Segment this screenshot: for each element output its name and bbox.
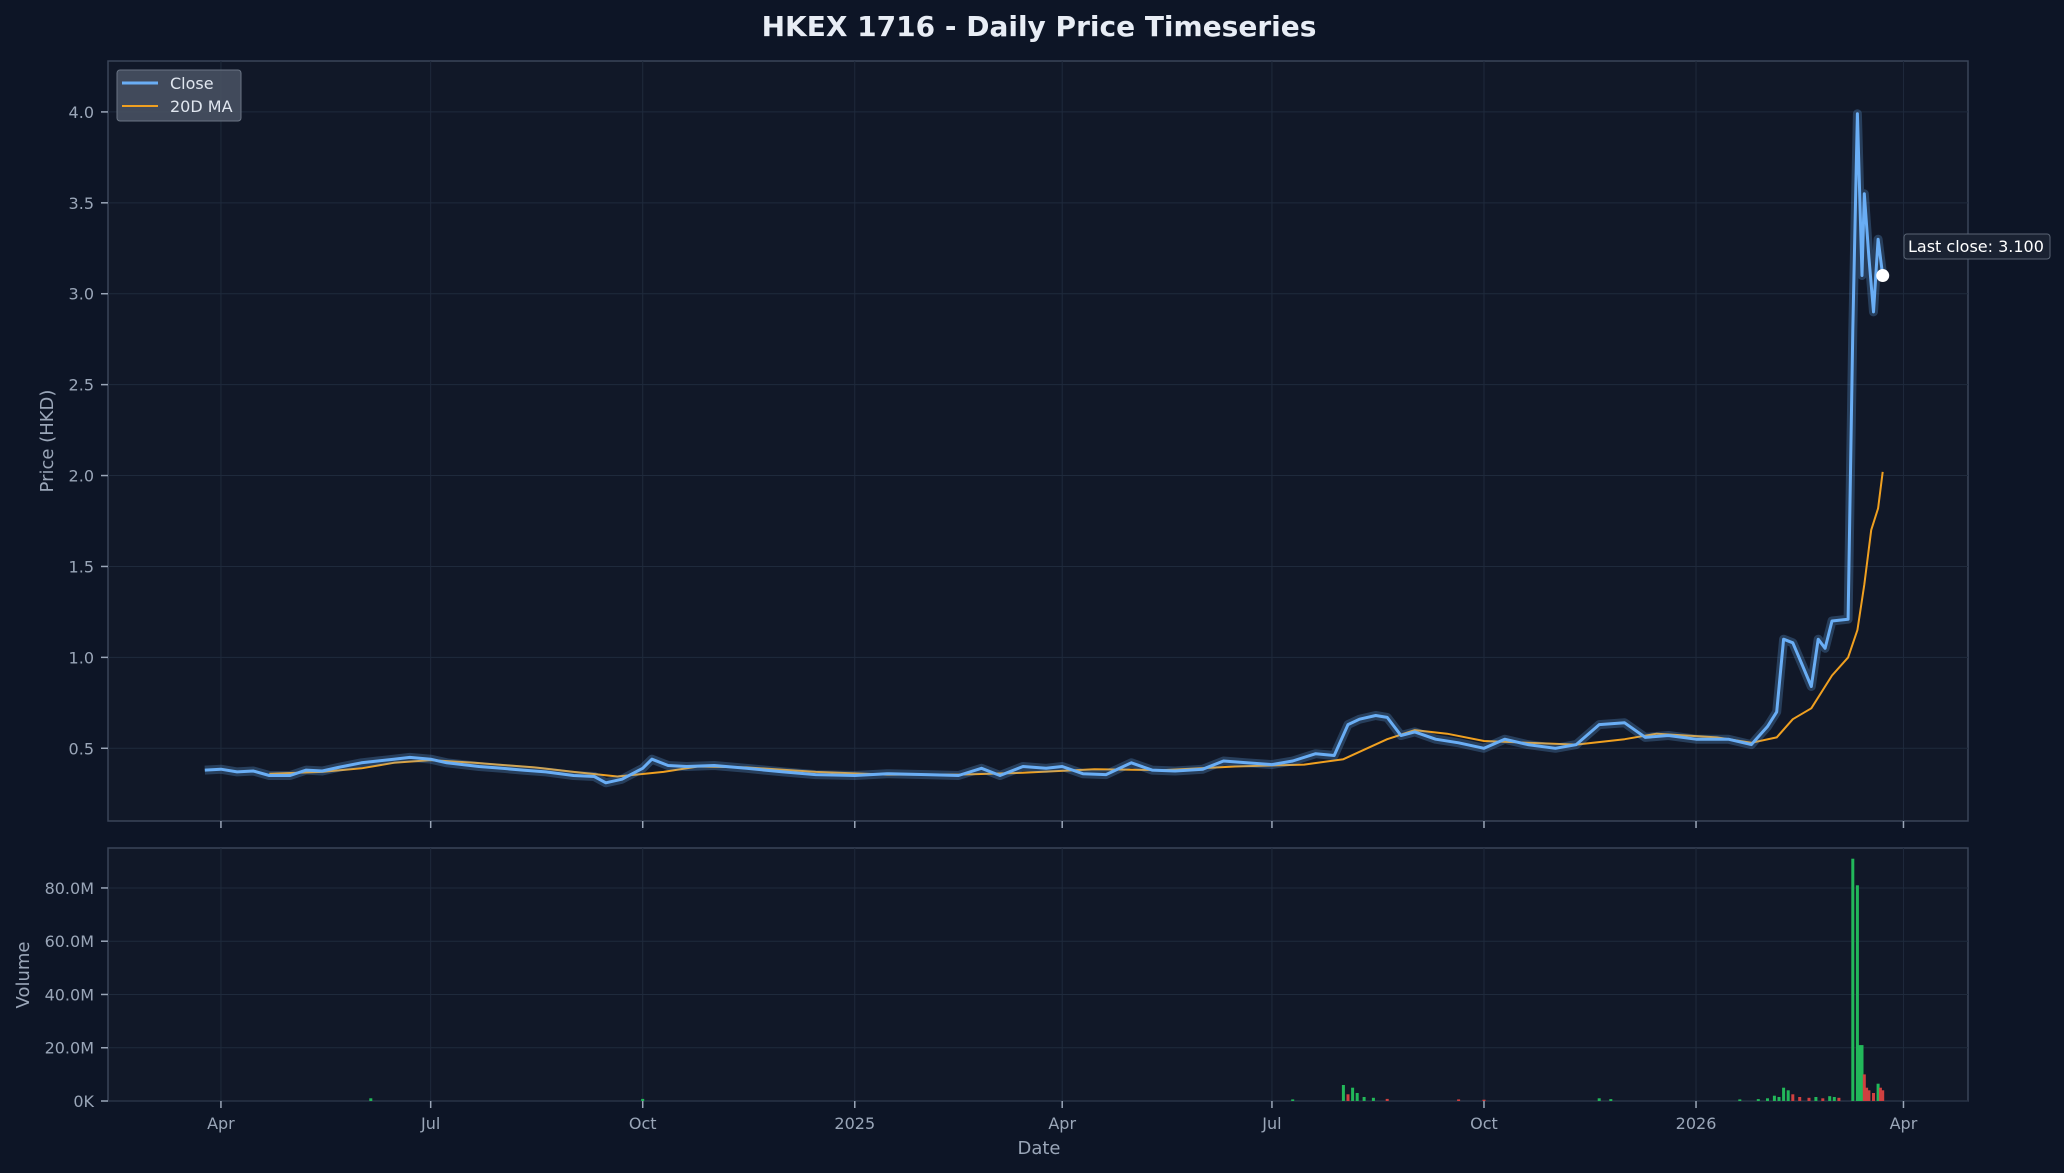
- x-tick-label: Jul: [1261, 1114, 1281, 1133]
- x-tick-label: Jul: [420, 1114, 440, 1133]
- volume-bar: [1351, 1087, 1355, 1101]
- annotation-text: Last close: 3.100: [1908, 237, 2044, 256]
- last-close-annotation: Last close: 3.100: [1903, 233, 2051, 260]
- volume-bar: [1766, 1098, 1769, 1101]
- x-tick-label: Apr: [207, 1114, 235, 1133]
- price-x-axis: [220, 821, 1905, 828]
- volume-bar: [1860, 1045, 1864, 1101]
- last-close-marker: [1876, 269, 1890, 283]
- legend-close-label: Close: [170, 74, 214, 93]
- volume-bar: [1881, 1090, 1885, 1101]
- volume-bar: [1786, 1090, 1790, 1101]
- volume-bars: [369, 858, 1885, 1101]
- legend: Close 20D MA: [116, 69, 242, 122]
- x-tick-label: 2025: [834, 1114, 875, 1133]
- volume-bar: [1346, 1094, 1350, 1101]
- volume-y-tick-label: 20.0M: [45, 1039, 94, 1058]
- volume-bar: [1867, 1090, 1871, 1101]
- volume-bar: [1756, 1099, 1760, 1101]
- price-y-tick-label: 2.0: [69, 467, 94, 486]
- x-tick-label: Oct: [629, 1114, 657, 1133]
- volume-x-axis: Apr Jul Oct 2025 Apr Jul Oct 2026 Apr: [207, 1101, 1918, 1133]
- volume-bar: [1821, 1098, 1825, 1101]
- volume-bar: [1807, 1097, 1811, 1101]
- volume-bar: [1855, 885, 1859, 1101]
- close-series-line: [204, 112, 1885, 785]
- volume-grid: [108, 848, 1968, 1102]
- price-panel: [107, 60, 1969, 822]
- volume-bar: [1798, 1097, 1802, 1101]
- x-axis-label: Date: [1017, 1138, 1060, 1159]
- price-grid: [108, 61, 1968, 821]
- price-y-axis: 0.5 1.0 1.5 2.0 2.5 3.0 3.5 4.0: [69, 103, 108, 758]
- x-tick-label: Oct: [1470, 1114, 1498, 1133]
- volume-bar: [1738, 1099, 1742, 1101]
- volume-panel: [107, 847, 1969, 1102]
- price-y-axis-label: Price (HKD): [37, 390, 58, 493]
- volume-bar: [1814, 1097, 1818, 1101]
- volume-bar: [1291, 1099, 1295, 1101]
- volume-bar: [1341, 1085, 1345, 1101]
- price-y-tick-label: 1.0: [69, 648, 94, 667]
- volume-bar: [369, 1098, 373, 1101]
- volume-bar: [641, 1098, 645, 1101]
- volume-bar: [1371, 1097, 1375, 1101]
- volume-bar: [1872, 1093, 1875, 1101]
- x-tick-label: Apr: [1048, 1114, 1076, 1133]
- price-y-tick-label: 0.5: [69, 739, 94, 758]
- x-tick-label: Apr: [1890, 1114, 1918, 1133]
- volume-y-tick-label: 80.0M: [45, 879, 94, 898]
- volume-bar: [1862, 1074, 1866, 1101]
- volume-y-tick-label: 60.0M: [45, 932, 94, 951]
- volume-y-axis: 0K 20.0M 40.0M 60.0M 80.0M: [45, 879, 108, 1111]
- volume-bar: [1355, 1093, 1359, 1101]
- volume-bar: [1837, 1097, 1841, 1101]
- volume-bar: [1828, 1096, 1832, 1101]
- volume-bar: [1782, 1087, 1786, 1101]
- volume-bar: [1482, 1099, 1486, 1101]
- ma-series-line: [269, 471, 1884, 778]
- volume-y-tick-label: 0K: [73, 1092, 94, 1111]
- volume-bar: [1777, 1097, 1781, 1101]
- volume-y-axis-label: Volume: [13, 942, 34, 1009]
- volume-bar: [1876, 1083, 1880, 1101]
- volume-bar: [1791, 1094, 1795, 1101]
- volume-bar: [1858, 1045, 1862, 1101]
- annotation-box: [1903, 233, 2051, 260]
- volume-bar: [1772, 1095, 1776, 1101]
- volume-bar: [1609, 1099, 1613, 1101]
- legend-ma-label: 20D MA: [170, 97, 233, 116]
- price-y-tick-label: 2.5: [69, 376, 94, 395]
- volume-bar: [1832, 1097, 1836, 1101]
- price-series-layer: [204, 109, 1890, 788]
- volume-bar: [1851, 858, 1855, 1101]
- price-y-tick-label: 3.5: [69, 194, 94, 213]
- volume-bar: [1362, 1097, 1366, 1101]
- price-y-tick-label: 3.0: [69, 285, 94, 304]
- price-y-tick-label: 4.0: [69, 103, 94, 122]
- x-tick-label: 2026: [1676, 1114, 1717, 1133]
- volume-bar: [1385, 1098, 1389, 1101]
- volume-bar: [1597, 1098, 1601, 1101]
- volume-bar: [1457, 1099, 1461, 1101]
- volume-y-tick-label: 40.0M: [45, 985, 94, 1004]
- chart-title: HKEX 1716 - Daily Price Timeseries: [762, 10, 1317, 43]
- price-y-tick-label: 1.5: [69, 557, 94, 576]
- volume-bar: [1865, 1087, 1869, 1101]
- volume-bar: [1878, 1087, 1882, 1101]
